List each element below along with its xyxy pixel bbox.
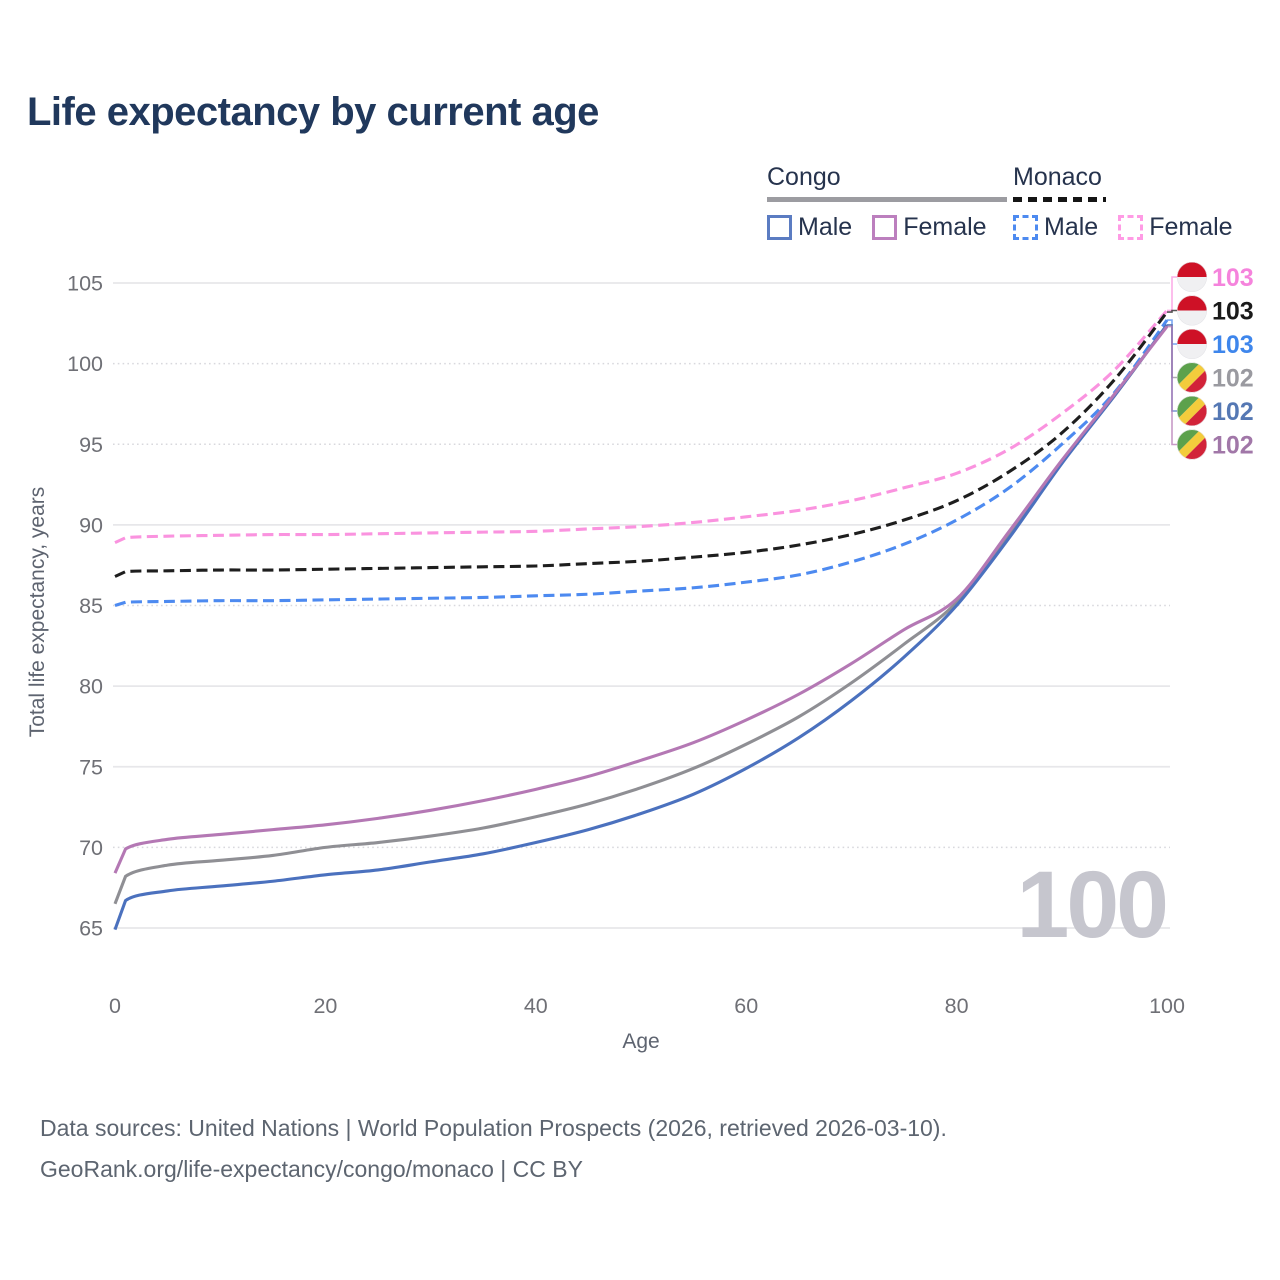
data-sources-line: Data sources: United Nations | World Pop… — [40, 1115, 947, 1141]
x-tick-label: 40 — [524, 994, 548, 1018]
x-tick-label: 100 — [1149, 994, 1185, 1018]
series-line-congo-male — [113, 324, 1169, 931]
congo-flag-icon — [1177, 429, 1207, 460]
hover-age-watermark: 100 — [1016, 852, 1169, 958]
attribution-line: GeoRank.org/life-expectancy/congo/monaco… — [40, 1156, 583, 1182]
label-connector — [1167, 309, 1177, 313]
end-value-label-monaco-female: 103 — [1212, 264, 1254, 292]
series-line-monaco-both — [114, 311, 1169, 578]
legend-item-monaco-female[interactable]: Female — [1118, 212, 1233, 242]
congo-flag-icon — [1177, 362, 1207, 393]
legend-solid-line-sample — [767, 197, 1007, 202]
series-line-monaco-female — [114, 309, 1169, 545]
y-tick-label: 105 — [67, 272, 103, 296]
legend-item-congo-male[interactable]: Male — [767, 213, 852, 242]
end-value-label-congo-female: 102 — [1212, 432, 1254, 460]
legend-item-label: Male — [1044, 212, 1099, 241]
x-tick-label: 20 — [313, 994, 337, 1018]
legend-dashed-line-sample — [1013, 197, 1106, 202]
page-title: Life expectancy by current age — [27, 90, 599, 134]
legend-item-congo-female[interactable]: Female — [872, 212, 987, 242]
y-tick-label: 70 — [79, 836, 103, 860]
legend-group-congo: Congo Male Female — [767, 163, 1007, 242]
congo-male-swatch-icon — [767, 214, 792, 240]
y-tick-label: 85 — [79, 594, 103, 618]
series-line-congo-female — [113, 325, 1169, 874]
legend-item-label: Male — [798, 212, 853, 241]
monaco-flag-icon — [1177, 295, 1207, 326]
footer: Data sources: United Nations | World Pop… — [40, 1108, 947, 1190]
series-line-monaco-male — [114, 319, 1169, 607]
y-tick-label: 80 — [79, 675, 103, 699]
x-tick-label: 0 — [109, 994, 121, 1018]
congo-flag-icon — [1177, 396, 1207, 426]
monaco-flag-icon — [1177, 262, 1207, 292]
y-tick-label: 90 — [79, 513, 103, 537]
y-tick-label: 95 — [79, 433, 103, 457]
y-tick-label: 75 — [79, 755, 103, 779]
end-value-label-congo-male: 102 — [1212, 398, 1254, 426]
x-tick-label: 60 — [734, 994, 758, 1018]
end-value-label-congo-both: 102 — [1212, 365, 1254, 393]
congo-female-swatch-icon — [872, 214, 898, 240]
legend-group-title: Monaco — [1013, 163, 1102, 191]
legend-item-monaco-male[interactable]: Male — [1013, 213, 1098, 242]
end-value-label-monaco-both: 103 — [1212, 298, 1254, 326]
legend-item-label: Female — [903, 212, 987, 241]
y-axis-title: Total life expectancy, years — [26, 487, 49, 738]
y-tick-label: 65 — [79, 917, 103, 941]
monaco-female-swatch-icon — [1118, 214, 1144, 240]
legend-group-title: Congo — [767, 163, 841, 191]
label-connector — [1167, 276, 1177, 312]
monaco-male-swatch-icon — [1013, 214, 1038, 240]
end-value-label-monaco-male: 103 — [1212, 331, 1254, 359]
label-connector — [1167, 325, 1177, 446]
monaco-flag-icon — [1177, 329, 1207, 359]
legend-item-label: Female — [1149, 212, 1233, 241]
x-axis-title: Age — [622, 1030, 659, 1053]
y-tick-label: 100 — [67, 352, 103, 376]
legend-group-monaco: Monaco Male Female — [1013, 163, 1253, 242]
x-tick-label: 80 — [945, 994, 969, 1018]
series-line-congo-both — [113, 324, 1169, 905]
